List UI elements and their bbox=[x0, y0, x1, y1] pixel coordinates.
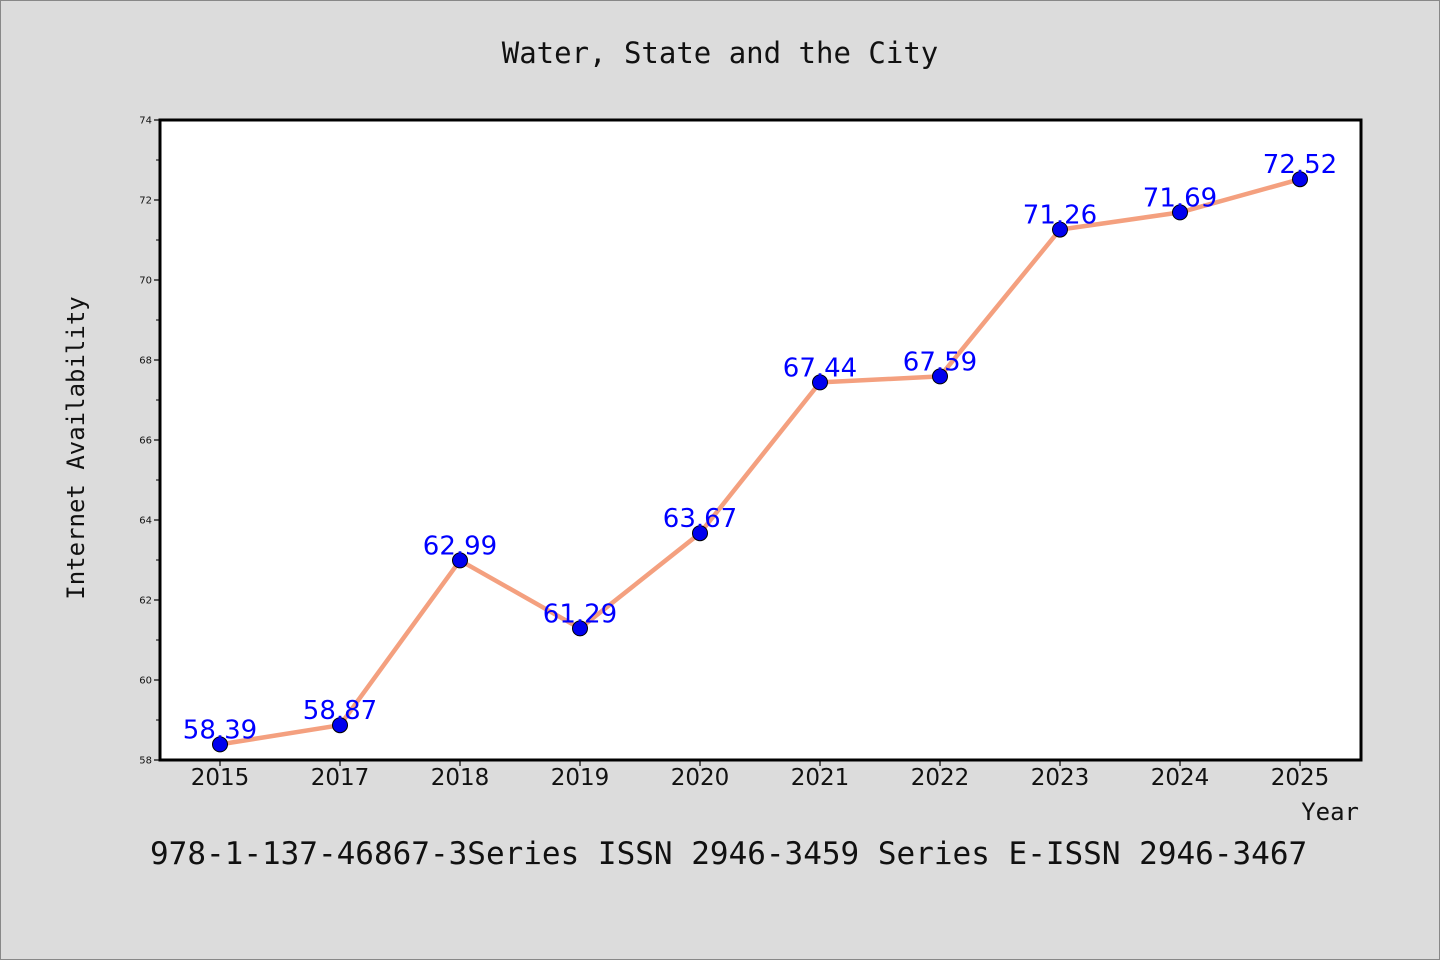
data-label: 58.39 bbox=[183, 715, 257, 745]
x-tick-label: 2015 bbox=[191, 765, 250, 791]
x-tick-label: 2017 bbox=[311, 765, 370, 791]
x-tick-label: 2025 bbox=[1271, 765, 1330, 791]
data-point bbox=[932, 368, 948, 385]
data-point bbox=[452, 552, 468, 569]
y-tick-label: 64 bbox=[139, 516, 152, 527]
data-label: 58.87 bbox=[303, 696, 377, 726]
x-tick-label: 2018 bbox=[431, 765, 490, 791]
y-tick-label: 72 bbox=[139, 196, 152, 207]
y-tick-label: 60 bbox=[139, 676, 152, 687]
y-tick-label: 58 bbox=[139, 756, 152, 767]
footer-text: 978-1-137-46867-3Series ISSN 2946-3459 S… bbox=[150, 836, 1307, 872]
data-label: 72.52 bbox=[1263, 150, 1337, 180]
data-point bbox=[212, 736, 228, 753]
x-tick-label: 2023 bbox=[1031, 765, 1090, 791]
data-point bbox=[1052, 221, 1068, 238]
data-labels: 58.39 58.87 62.99 61.29 63.67 67.44 67.59 71.26… bbox=[183, 150, 1337, 745]
data-point bbox=[332, 717, 348, 734]
data-label: 63.67 bbox=[663, 504, 737, 534]
data-point bbox=[692, 525, 708, 542]
data-label: 67.59 bbox=[903, 347, 977, 377]
data-point bbox=[1172, 204, 1188, 221]
data-label: 71.26 bbox=[1023, 201, 1097, 231]
y-tick-label: 66 bbox=[139, 436, 152, 447]
x-tick-label: 2024 bbox=[1151, 765, 1210, 791]
x-axis-ticks: 2015 2017 2018 2019 2020 2021 2022 2023 2024 2025 bbox=[191, 760, 1330, 791]
series-line-group bbox=[217, 176, 1303, 747]
data-point bbox=[572, 620, 588, 637]
y-tick-label: 62 bbox=[139, 596, 152, 607]
y-axis-label: Internet Availability bbox=[62, 296, 90, 599]
data-label: 62.99 bbox=[423, 531, 497, 561]
chart-title: Water, State and the City bbox=[502, 36, 939, 70]
x-tick-label: 2020 bbox=[671, 765, 730, 791]
data-label: 71.69 bbox=[1143, 183, 1217, 213]
plot-area bbox=[158, 118, 1363, 762]
series-line bbox=[217, 176, 1303, 747]
x-tick-label: 2021 bbox=[791, 765, 850, 791]
data-label: 61.29 bbox=[543, 599, 617, 629]
x-axis-label: Year bbox=[1301, 798, 1359, 826]
x-tick-label: 2019 bbox=[551, 765, 610, 791]
y-axis-ticks: 58 60 62 64 66 68 70 72 74 bbox=[139, 116, 160, 767]
data-point bbox=[812, 374, 828, 391]
data-label: 67.44 bbox=[783, 353, 857, 383]
x-tick-label: 2022 bbox=[911, 765, 970, 791]
y-tick-label: 74 bbox=[139, 116, 152, 127]
data-point bbox=[1292, 171, 1308, 188]
data-markers bbox=[212, 171, 1308, 753]
y-tick-label: 70 bbox=[139, 276, 152, 287]
y-tick-label: 68 bbox=[139, 356, 152, 367]
